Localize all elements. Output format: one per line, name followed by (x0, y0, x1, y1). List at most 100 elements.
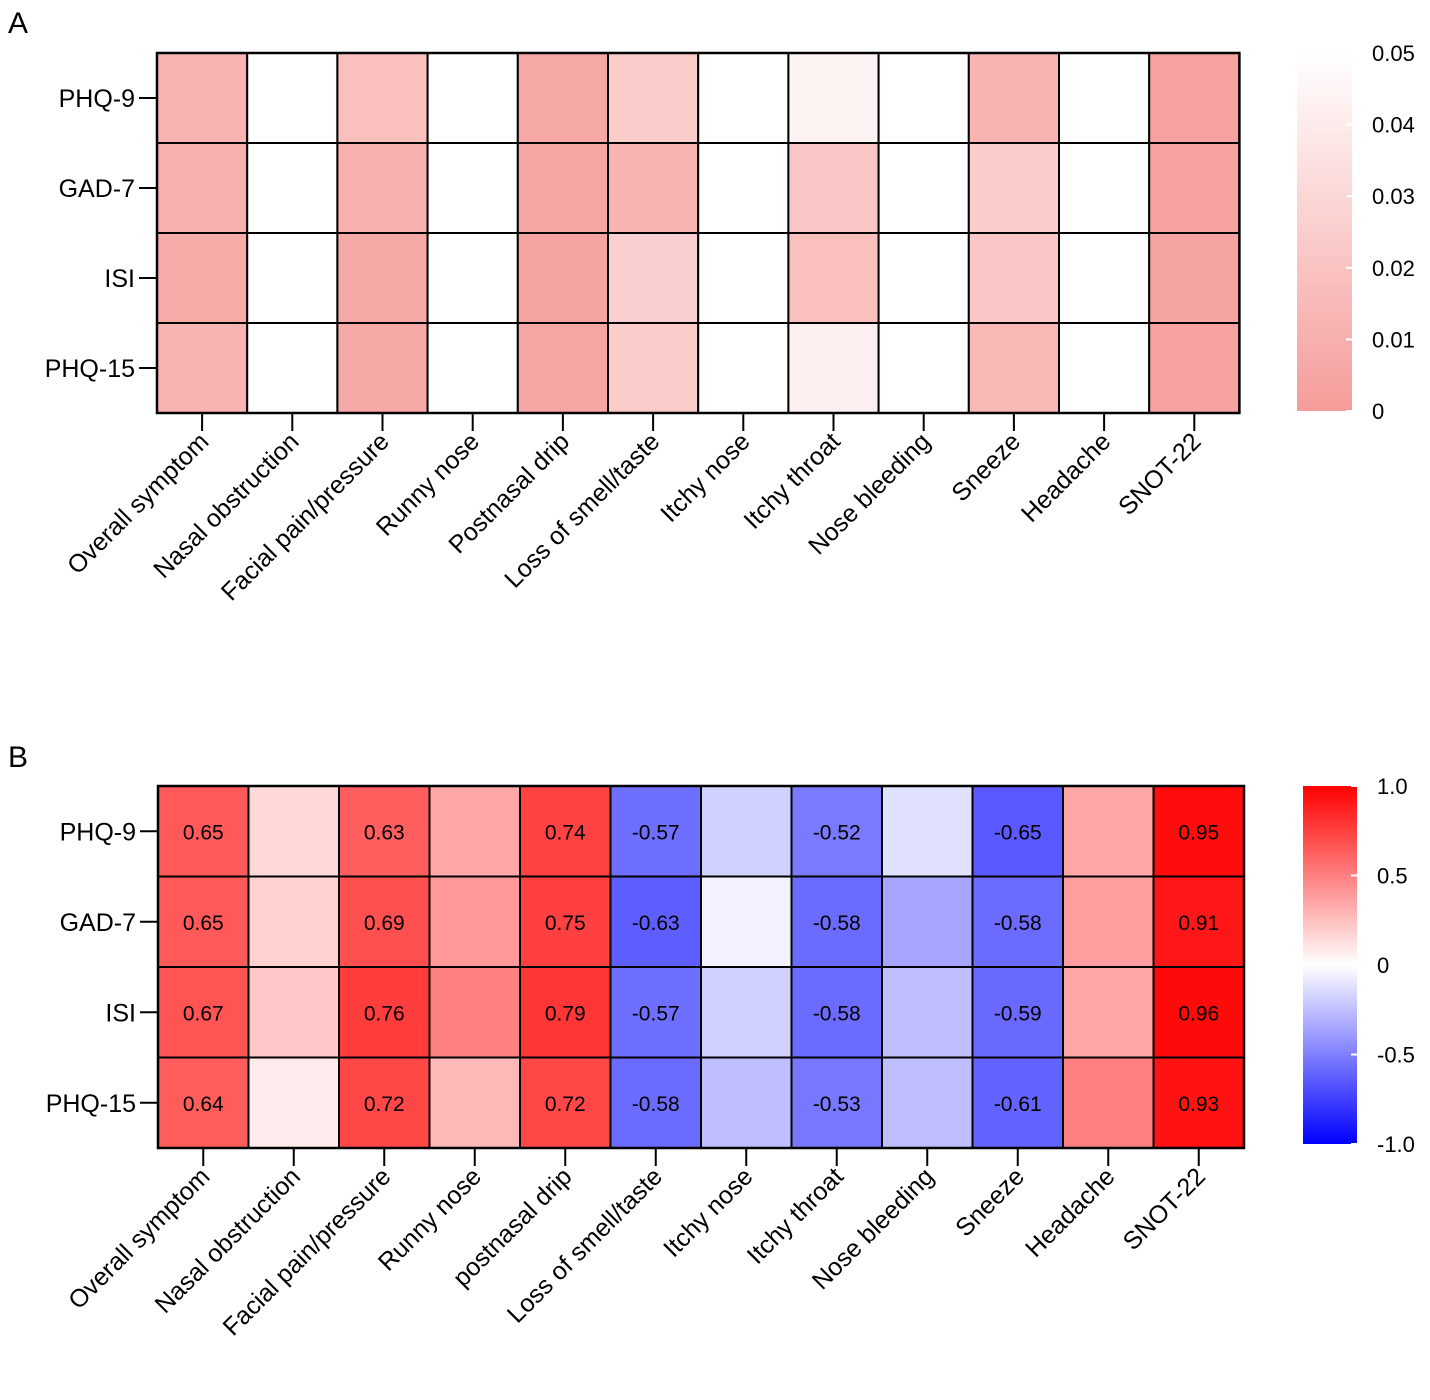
panel-b-colorbar-tick-label: 0 (1377, 953, 1389, 978)
panel-b-cell-label: 0.96 (1178, 1002, 1219, 1025)
panel-a-cell-phq-15-nasal-obstruction (246, 322, 339, 414)
panel-a-cell-phq-15-runny-nose (426, 322, 519, 414)
panel-a-frame (155, 51, 1241, 415)
panel-b-cell-phq-15-itchy-throat (790, 1056, 883, 1149)
panel-a-cell-phq-9-sneeze (967, 52, 1060, 144)
panel-b-cell-label: -0.58 (813, 1002, 861, 1025)
panel-b-colorbar (1303, 786, 1357, 1144)
panel-a-cell-gad-7-itchy-nose (697, 142, 790, 234)
panel-a-row-label-gad-7: GAD-7 (59, 175, 135, 203)
panel-a-cell-phq-9-runny-nose (426, 52, 519, 144)
panel-b-cell-label: -0.57 (632, 821, 680, 844)
panel-b-cell-label: 0.74 (545, 821, 586, 844)
panel-b-cell-isi-headache (1062, 966, 1155, 1059)
panel-b-cell-gad-7-itchy-nose (700, 875, 793, 968)
panel-b-cell-gad-7-facial-pain-pressure (338, 875, 431, 968)
panel-a-cell-phq-9-snot-22 (1148, 52, 1241, 144)
panel-a-row-label-isi: ISI (104, 265, 135, 293)
panel-b-cell-label: 0.63 (364, 821, 405, 844)
panel-b-cell-phq-9-overall-symptom (157, 785, 250, 878)
panel-b-cell-phq-9-nose-bleeding (881, 785, 974, 878)
panel-b-colorbar-tick-label: 0.5 (1377, 864, 1408, 889)
panel-a-cell-phq-15-facial-pain-pressure (336, 322, 429, 414)
panel-b-cell-phq-9-loss-of-smell-taste (609, 785, 702, 878)
panel-a-cell-phq-15-loss-of-smell-taste (607, 322, 700, 414)
panel-b-cell-phq-15-itchy-nose (700, 1056, 793, 1149)
panel-a-cell-isi-runny-nose (426, 232, 519, 324)
panel-b-row-label-phq-9: PHQ-9 (60, 818, 136, 846)
panel-a-cell-phq-15-nose-bleeding (877, 322, 970, 414)
panel-b-cell-phq-15-facial-pain-pressure (338, 1056, 431, 1149)
panel-a-cell-gad-7-snot-22 (1148, 142, 1241, 234)
panel-a-row-label-phq-15: PHQ-15 (45, 355, 135, 383)
panel-b-cell-gad-7-headache (1062, 875, 1155, 968)
panel-b-cell-label: -0.58 (813, 912, 861, 935)
panel-a-cell-phq-9-facial-pain-pressure (336, 52, 429, 144)
panel-b-cell-label: -0.58 (994, 912, 1042, 935)
panel-b-cell-label: 0.75 (545, 912, 586, 935)
panel-a-cell-isi-nose-bleeding (877, 232, 970, 324)
panel-b-cell-label: 0.69 (364, 912, 405, 935)
panel-b-cell-phq-9-itchy-nose (700, 785, 793, 878)
panel-b-cell-phq-9-runny-nose (428, 785, 521, 878)
panel-b-cell-phq-9-nasal-obstruction (247, 785, 340, 878)
panel-a-col-label-headache: Headache (1016, 427, 1116, 527)
panel-a-cell-phq-15-headache (1058, 322, 1151, 414)
panel-b-cell-isi-postnasal-drip (519, 966, 612, 1059)
panel-b-cell-gad-7-overall-symptom (157, 875, 250, 968)
panel-a-cell-phq-15-snot-22 (1148, 322, 1241, 414)
panel-b-row-label-gad-7: GAD-7 (60, 909, 136, 937)
panel-b-cell-isi-runny-nose (428, 966, 521, 1059)
panel-a-cell-phq-9-postnasal-drip (516, 52, 609, 144)
panel-b-colorbar-tick-label: -0.5 (1377, 1043, 1415, 1068)
panel-a-cell-isi-loss-of-smell-taste (607, 232, 700, 324)
panel-b-cell-isi-nasal-obstruction (247, 966, 340, 1059)
panel-b-cell-isi-itchy-throat (790, 966, 883, 1059)
panel-b-cell-phq-15-snot-22 (1152, 1056, 1245, 1149)
panel-a-cell-isi-itchy-nose (697, 232, 790, 324)
panel-a-cell-phq-9-nose-bleeding (877, 52, 970, 144)
panel-b-cell-label: 0.95 (1178, 821, 1219, 844)
panel-a-row-label-phq-9: PHQ-9 (59, 85, 135, 113)
panel-b-cell-label: -0.61 (994, 1093, 1042, 1116)
panel-b-cell-label: 0.65 (183, 821, 224, 844)
panel-a-cell-phq-15-overall-symptom (156, 322, 249, 414)
panel-b-cell-gad-7-snot-22 (1152, 875, 1245, 968)
panel-a-cell-phq-15-postnasal-drip (516, 322, 609, 414)
panel-b-cell-label: 0.67 (183, 1002, 224, 1025)
panel-b-cell-phq-15-runny-nose (428, 1056, 521, 1149)
panel-b-cell-phq-9-headache (1062, 785, 1155, 878)
panel-b-col-label-sneeze: Sneeze (950, 1162, 1030, 1242)
panel-b-cell-phq-15-sneeze (971, 1056, 1064, 1149)
panel-b-cell-phq-15-headache (1062, 1056, 1155, 1149)
panel-a-cell-gad-7-nose-bleeding (877, 142, 970, 234)
panel-a-letter: A (8, 7, 28, 40)
panel-b-row-label-isi: ISI (105, 999, 136, 1027)
panel-b-cell-label: -0.58 (632, 1093, 680, 1116)
panel-a-cell-phq-9-itchy-nose (697, 52, 790, 144)
panel-a-col-label-loss-of-smell-taste: Loss of smell/taste (499, 427, 665, 593)
panel-b-cell-label: 0.79 (545, 1002, 586, 1025)
panel-b-row-label-phq-15: PHQ-15 (46, 1090, 136, 1118)
panel-b-cell-phq-15-postnasal-drip (519, 1056, 612, 1149)
panel-a-colorbar-tick-label: 0.04 (1372, 113, 1415, 138)
panel-b-heatmap: 0.65 0.63 0.74 -0.57 -0.52 -0.65 0.95 0.65 0.69 0… (46, 774, 1415, 1341)
panel-a-cell-gad-7-runny-nose (426, 142, 519, 234)
panel-a-cell-isi-headache (1058, 232, 1151, 324)
panel-a-cell-phq-15-itchy-nose (697, 322, 790, 414)
panel-a-cell-phq-15-sneeze (967, 322, 1060, 414)
panel-b-cell-label: 0.65 (183, 912, 224, 935)
panel-a-colorbar-tick-label: 0.03 (1372, 184, 1415, 209)
panel-b-cell-label: 0.76 (364, 1002, 405, 1025)
panel-b-cell-label: 0.64 (183, 1093, 224, 1116)
panel-a-col-label-sneeze: Sneeze (946, 427, 1026, 507)
panel-a-cell-gad-7-facial-pain-pressure (336, 142, 429, 234)
panel-b-cell-phq-9-itchy-throat (790, 785, 883, 878)
panel-b-col-label-loss-of-smell-taste: Loss of smell/taste (502, 1162, 668, 1328)
panel-b-cell-isi-facial-pain-pressure (338, 966, 431, 1059)
panel-b-colorbar-tick-label: -1.0 (1377, 1132, 1415, 1157)
panel-a-cell-phq-9-overall-symptom (156, 52, 249, 144)
panel-a-cell-phq-9-nasal-obstruction (246, 52, 339, 144)
panel-a-cell-isi-overall-symptom (156, 232, 249, 324)
